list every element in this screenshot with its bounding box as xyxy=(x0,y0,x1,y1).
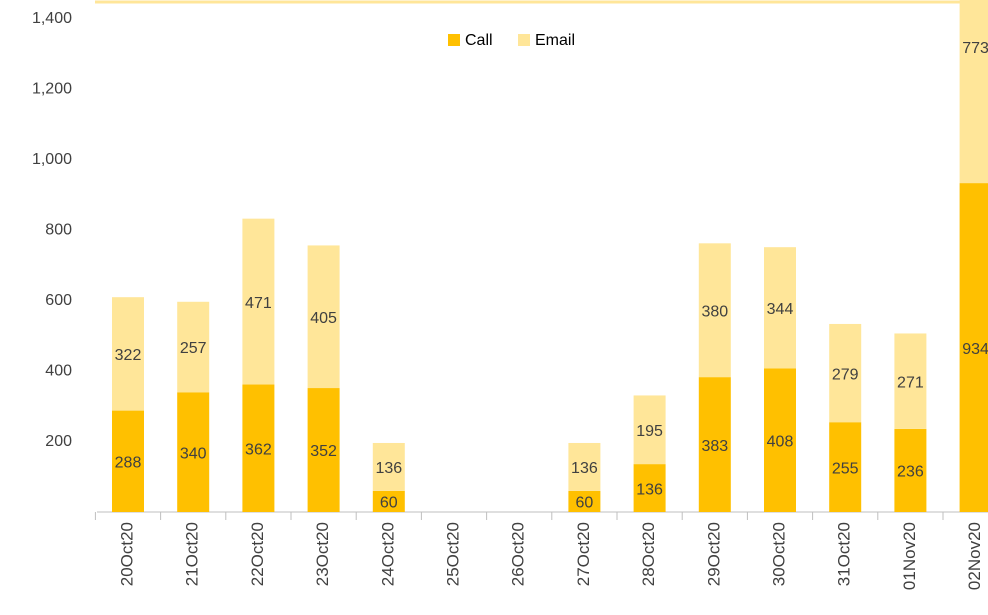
bar-segment xyxy=(633,464,666,512)
x-tick-label: 27Oct20 xyxy=(574,522,593,586)
x-tick-label: 30Oct20 xyxy=(769,522,788,586)
data-label: 255 xyxy=(832,460,859,477)
legend-label: Call xyxy=(465,32,493,49)
bar-segment xyxy=(764,368,796,512)
bar-segment xyxy=(177,301,210,393)
data-label: 773 xyxy=(962,40,988,57)
bar-segment xyxy=(894,428,927,512)
x-tick-label: 26Oct20 xyxy=(509,522,528,586)
data-label: 405 xyxy=(310,310,337,327)
x-tick-label: 28Oct20 xyxy=(639,522,658,586)
data-label: 236 xyxy=(897,464,924,481)
bar-segment xyxy=(698,243,731,378)
x-tick-label: 23Oct20 xyxy=(313,522,332,586)
x-tick-label: 31Oct20 xyxy=(835,522,854,586)
data-label: 340 xyxy=(180,445,207,462)
bar-segment xyxy=(242,384,275,512)
bar-segment xyxy=(959,0,988,184)
y-tick-label: 1,200 xyxy=(32,81,72,98)
bar-segment xyxy=(568,490,601,512)
data-label: 344 xyxy=(767,301,794,318)
y-tick-label: 1,400 xyxy=(32,10,72,27)
data-label: 362 xyxy=(245,441,272,458)
data-label: 271 xyxy=(897,374,924,391)
bar-segment xyxy=(829,323,862,423)
y-tick-label: 800 xyxy=(45,222,72,239)
bar-segment xyxy=(307,245,340,389)
y-tick-label: 200 xyxy=(45,433,72,450)
bar-segment xyxy=(633,395,666,465)
data-label: 279 xyxy=(832,366,859,383)
data-label: 60 xyxy=(576,495,594,512)
bar-segment xyxy=(307,388,340,512)
x-tick-label: 02Nov20 xyxy=(965,522,984,590)
bar-segment xyxy=(242,218,275,385)
bar-segment xyxy=(698,377,731,512)
data-label: 288 xyxy=(115,455,142,472)
y-tick-label: 400 xyxy=(45,362,72,379)
data-label: 257 xyxy=(180,340,207,357)
x-tick-label: 29Oct20 xyxy=(704,522,723,586)
legend-swatch xyxy=(518,34,530,46)
data-label: 195 xyxy=(636,423,663,440)
data-label: 408 xyxy=(767,433,794,450)
x-tick-label: 24Oct20 xyxy=(378,522,397,586)
data-label: 60 xyxy=(380,495,398,512)
legend-label: Email xyxy=(535,32,575,49)
data-label: 934 xyxy=(962,341,988,358)
x-tick-label: 21Oct20 xyxy=(183,522,202,586)
bar-segment xyxy=(894,333,927,429)
x-tick-label: 20Oct20 xyxy=(117,522,136,586)
bar-segment xyxy=(829,422,862,512)
data-label: 471 xyxy=(245,295,272,312)
data-label: 383 xyxy=(701,438,728,455)
data-label: 380 xyxy=(701,303,728,320)
data-label: 352 xyxy=(310,443,337,460)
data-label: 136 xyxy=(375,460,402,477)
x-tick-label: 01Nov20 xyxy=(900,522,919,590)
bar-segment xyxy=(959,183,988,512)
y-tick-label: 600 xyxy=(45,292,72,309)
bar-segment xyxy=(764,247,796,369)
bar-segment xyxy=(372,442,405,491)
bar-segment xyxy=(112,410,144,512)
bar-segment xyxy=(112,297,144,411)
bar-segment xyxy=(568,442,601,491)
legend-swatch xyxy=(448,34,460,46)
x-tick-label: 25Oct20 xyxy=(443,522,462,586)
data-label: 136 xyxy=(636,481,663,498)
y-tick-label: 1,000 xyxy=(32,151,72,168)
x-tick-label: 22Oct20 xyxy=(248,522,267,586)
bar-segment xyxy=(372,490,405,512)
data-label: 136 xyxy=(571,460,598,477)
data-label: 322 xyxy=(115,347,142,364)
bar-segment xyxy=(177,392,210,512)
